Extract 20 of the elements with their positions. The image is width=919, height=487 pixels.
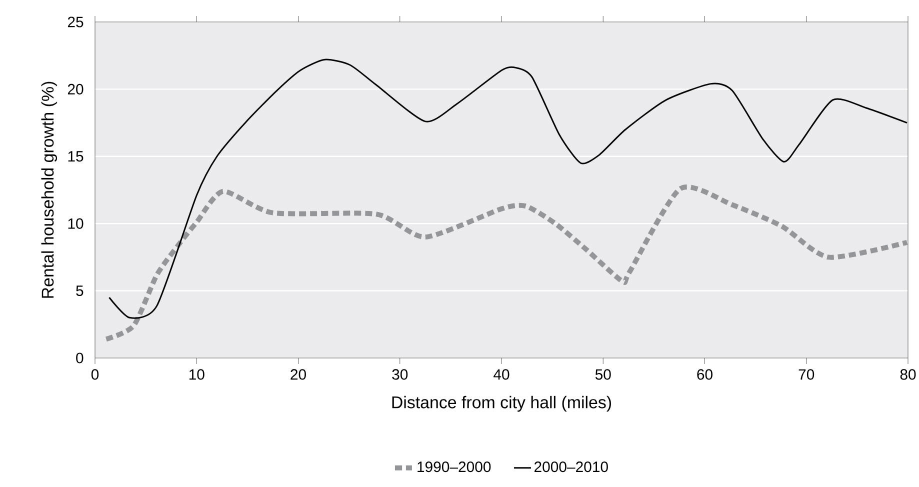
x-tick-label: 40	[494, 369, 510, 380]
y-tick-label: 15	[68, 151, 84, 162]
x-tick-label: 80	[900, 369, 916, 380]
y-tick-label: 10	[68, 218, 84, 229]
x-tick-label: 20	[290, 369, 306, 380]
y-axis-title: Rental household growth (%)	[41, 82, 58, 298]
x-tick-label: 10	[189, 369, 204, 380]
line-series	[108, 58, 908, 319]
x-tick-label: 70	[798, 369, 814, 380]
legend-label: 2000–2010	[534, 462, 608, 472]
x-tick-label: 60	[697, 369, 712, 380]
y-tick-label: 20	[68, 84, 84, 94]
x-tick-label: 0	[91, 369, 99, 380]
x-axis-title: Distance from city hall (miles)	[392, 396, 611, 412]
legend-label: 1990–2000	[418, 462, 491, 472]
y-tick-label: 5	[76, 286, 84, 296]
y-tick-label: 0	[76, 352, 84, 364]
y-tick-label: 25	[68, 16, 84, 28]
x-tick-label: 50	[595, 369, 611, 380]
x-tick-label: 30	[392, 369, 408, 380]
